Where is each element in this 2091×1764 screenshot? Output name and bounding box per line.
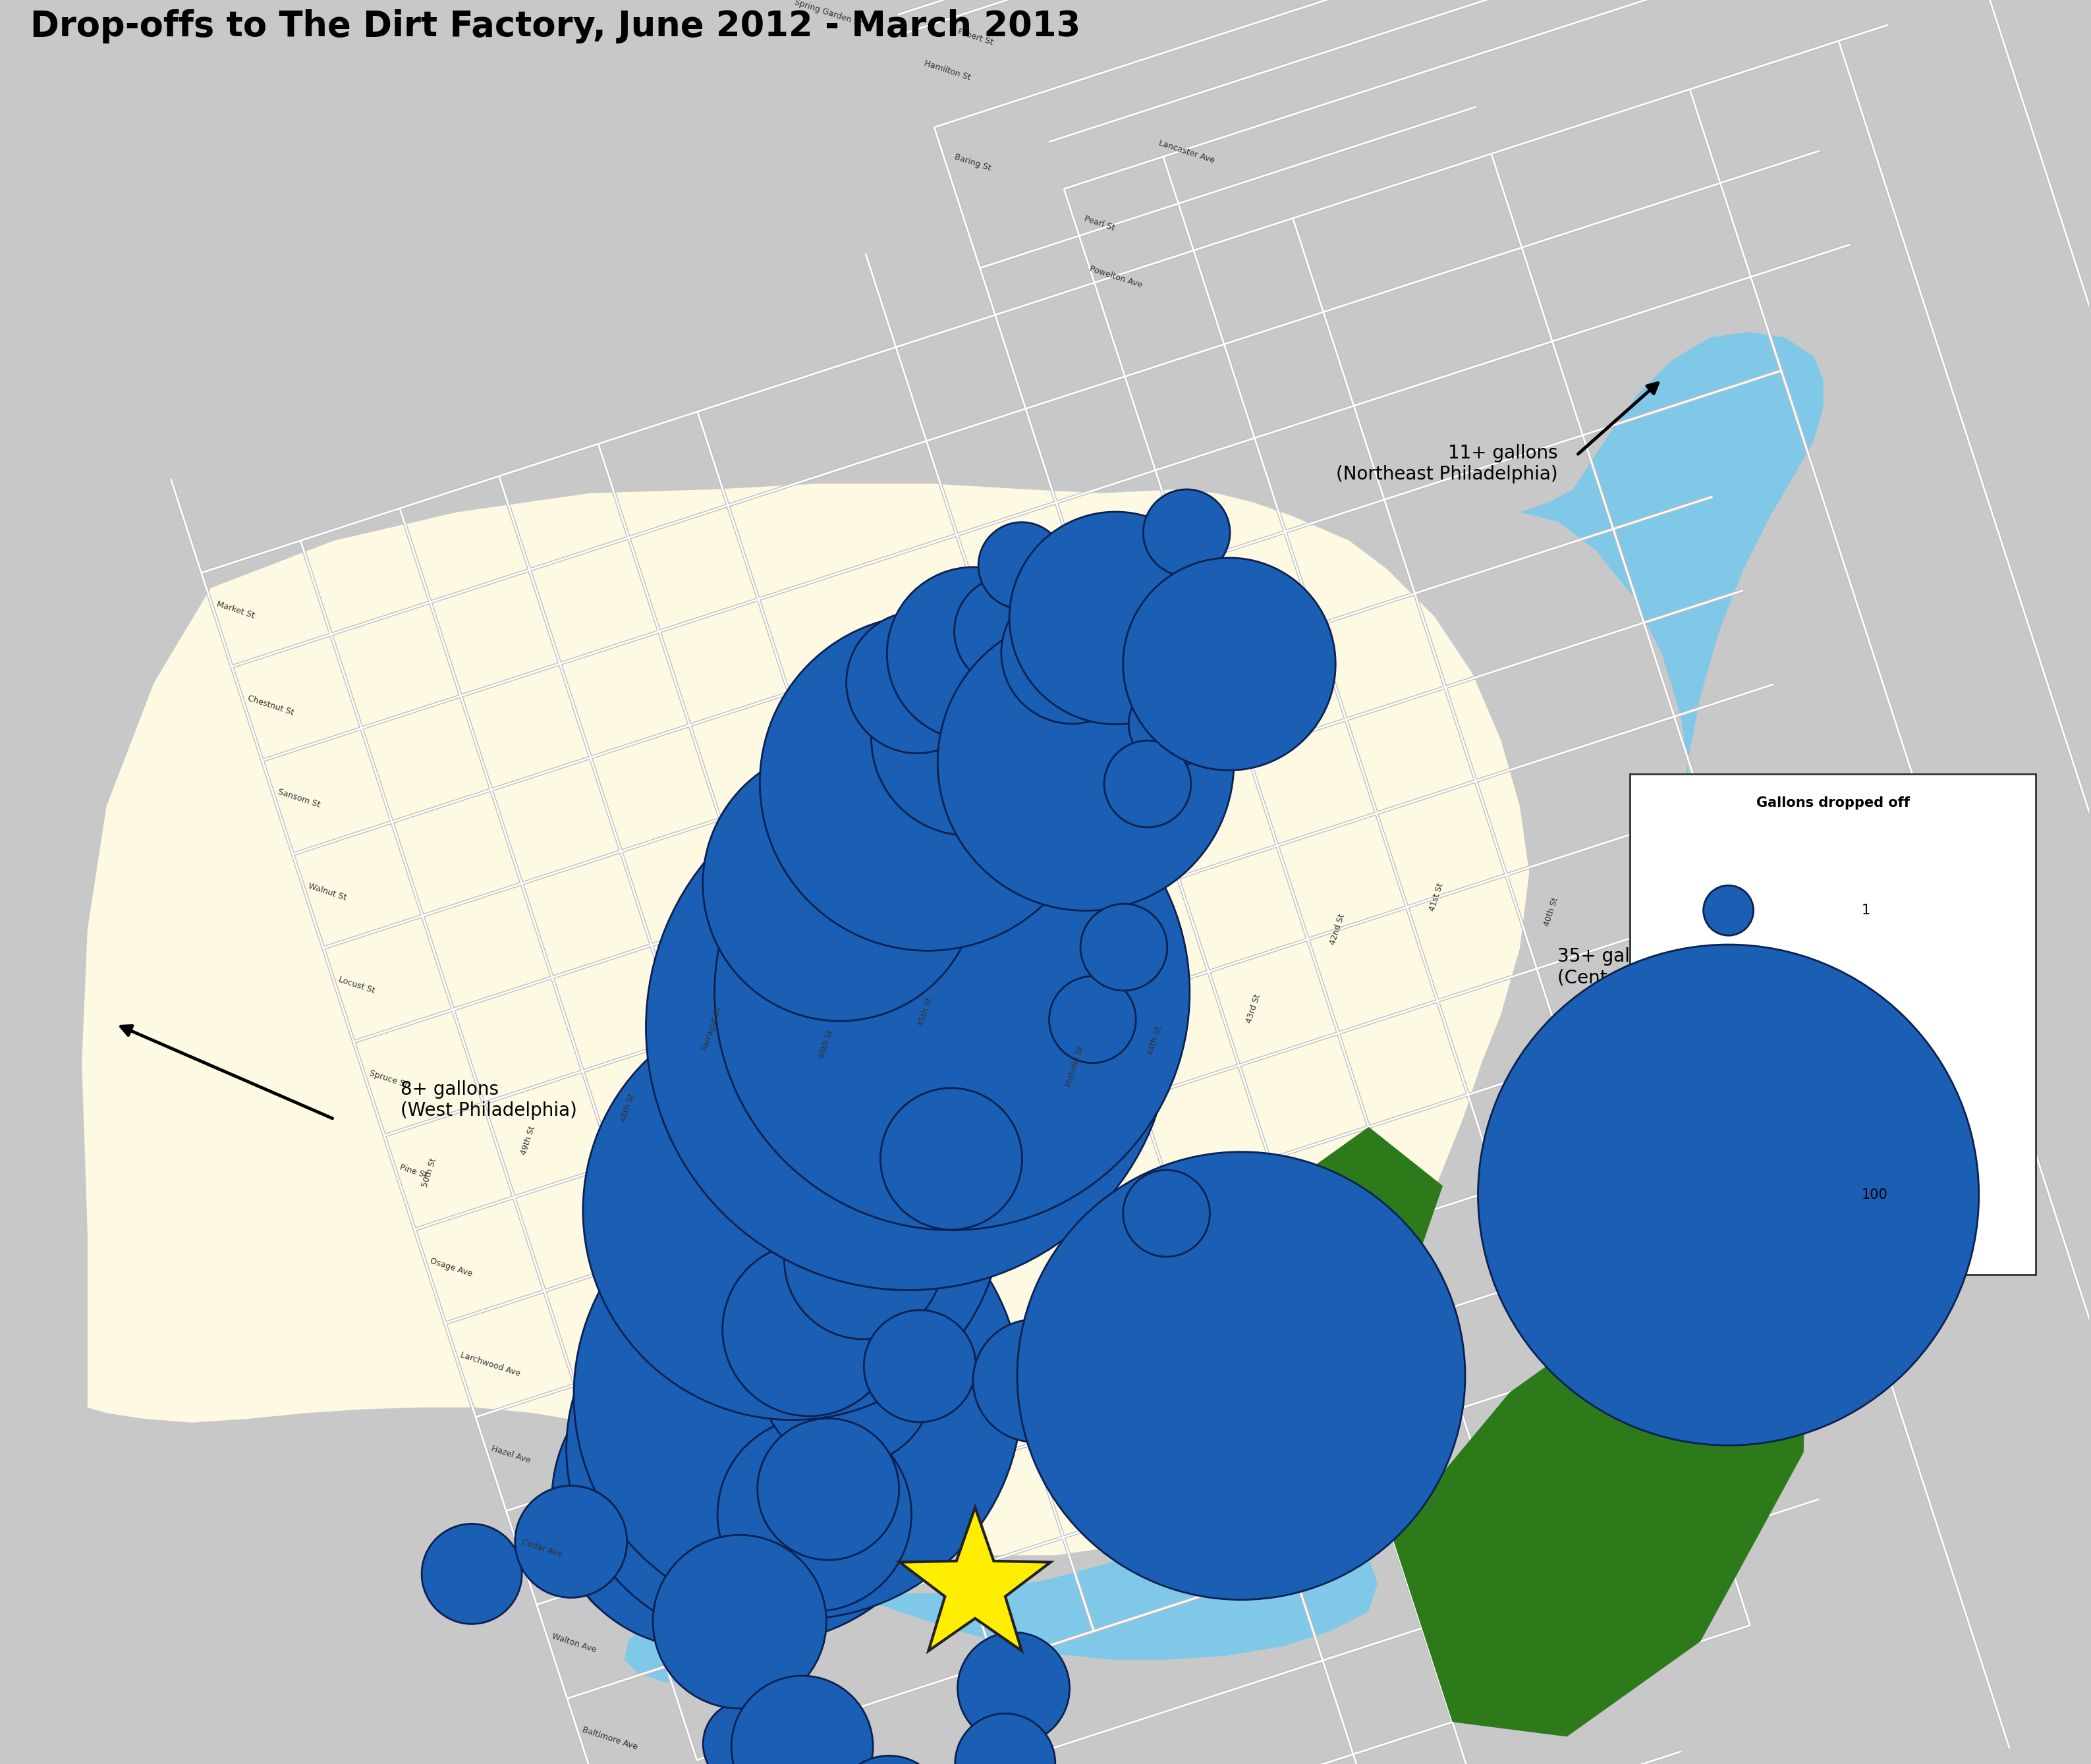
Text: 50th St: 50th St xyxy=(420,1157,437,1189)
Circle shape xyxy=(652,1535,826,1708)
Text: Melville St: Melville St xyxy=(1064,1046,1085,1088)
Circle shape xyxy=(723,1242,895,1416)
Circle shape xyxy=(422,1524,523,1625)
Circle shape xyxy=(1031,1286,1144,1399)
Circle shape xyxy=(732,1676,872,1764)
Circle shape xyxy=(1016,1152,1466,1600)
Text: 49th St: 49th St xyxy=(521,1125,537,1155)
Text: Walton Ave: Walton Ave xyxy=(550,1632,598,1655)
Circle shape xyxy=(872,642,1064,836)
Circle shape xyxy=(953,575,1066,688)
Circle shape xyxy=(717,1418,912,1611)
Text: Farragut St: Farragut St xyxy=(700,1005,723,1053)
Text: Baring St: Baring St xyxy=(953,153,993,173)
Text: Locust St: Locust St xyxy=(337,975,376,995)
Circle shape xyxy=(1010,512,1221,725)
Text: Sansom St: Sansom St xyxy=(276,787,322,810)
Text: Cedar Ave: Cedar Ave xyxy=(521,1538,562,1559)
Text: Larchwood Ave: Larchwood Ave xyxy=(460,1351,521,1378)
Polygon shape xyxy=(82,483,1529,1556)
Text: Pearl St: Pearl St xyxy=(1083,215,1117,233)
Text: Chestnut St: Chestnut St xyxy=(247,693,295,716)
Text: 1: 1 xyxy=(1861,903,1869,917)
Polygon shape xyxy=(1520,332,1823,1480)
Circle shape xyxy=(703,746,976,1021)
Circle shape xyxy=(1129,681,1215,767)
Circle shape xyxy=(573,1171,1022,1619)
Circle shape xyxy=(847,612,987,753)
Circle shape xyxy=(715,755,1190,1230)
Circle shape xyxy=(958,1632,1071,1745)
Text: Spring Garden St: Spring Garden St xyxy=(792,0,864,28)
Circle shape xyxy=(1144,489,1230,577)
Circle shape xyxy=(824,1148,964,1289)
Text: 10: 10 xyxy=(1861,1046,1878,1060)
FancyBboxPatch shape xyxy=(1629,774,2037,1275)
Text: 44th St: 44th St xyxy=(1146,1025,1163,1057)
Circle shape xyxy=(552,1351,849,1648)
Polygon shape xyxy=(1236,1127,1443,1307)
Text: 45th St: 45th St xyxy=(916,997,935,1027)
Text: 11+ gallons
(Northeast Philadelphia): 11+ gallons (Northeast Philadelphia) xyxy=(1336,445,1558,483)
Circle shape xyxy=(1478,944,1978,1445)
Circle shape xyxy=(1704,886,1754,935)
Text: Hazel Ave: Hazel Ave xyxy=(489,1445,531,1464)
Circle shape xyxy=(571,1468,730,1626)
Circle shape xyxy=(703,1700,790,1764)
Text: 39th St: 39th St xyxy=(1771,926,1790,956)
Circle shape xyxy=(759,616,1096,951)
Text: 8+ gallons
(West Philadelphia): 8+ gallons (West Philadelphia) xyxy=(401,1080,577,1120)
Circle shape xyxy=(979,522,1064,609)
Text: Baltimore Ave: Baltimore Ave xyxy=(581,1725,640,1752)
Circle shape xyxy=(1002,582,1144,723)
Circle shape xyxy=(972,1319,1096,1443)
Text: Walnut St: Walnut St xyxy=(307,882,347,901)
Polygon shape xyxy=(899,1508,1050,1651)
Text: Gallons dropped off: Gallons dropped off xyxy=(1756,797,1909,810)
Circle shape xyxy=(757,1418,899,1559)
Circle shape xyxy=(646,766,1171,1289)
Text: Drop-offs to The Dirt Factory, June 2012 - March 2013: Drop-offs to The Dirt Factory, June 2012… xyxy=(31,9,1081,44)
Text: 46th St: 46th St xyxy=(818,1028,834,1060)
Polygon shape xyxy=(625,1469,1378,1685)
Text: Lancaster Ave: Lancaster Ave xyxy=(1156,139,1215,164)
Text: 48th St: 48th St xyxy=(619,1094,636,1124)
Text: 38th St: 38th St xyxy=(1984,908,2003,940)
Circle shape xyxy=(514,1485,627,1598)
Circle shape xyxy=(784,1180,943,1339)
Circle shape xyxy=(832,1755,945,1764)
Polygon shape xyxy=(1391,1217,1807,1738)
Circle shape xyxy=(1123,557,1336,771)
Circle shape xyxy=(567,1256,953,1642)
Text: Market St: Market St xyxy=(215,600,255,621)
Text: 35+ gallons
(Center City & South Philadelphia): 35+ gallons (Center City & South Philade… xyxy=(1558,947,1871,988)
Text: 43rd St: 43rd St xyxy=(1244,993,1263,1025)
Circle shape xyxy=(937,614,1234,910)
Circle shape xyxy=(1104,741,1192,827)
Circle shape xyxy=(991,656,1104,769)
Circle shape xyxy=(583,1000,1002,1420)
Text: 41st St: 41st St xyxy=(1428,882,1445,912)
Circle shape xyxy=(864,1311,976,1422)
Circle shape xyxy=(880,1088,1022,1230)
Text: 100: 100 xyxy=(1861,1189,1888,1201)
Text: 40th St: 40th St xyxy=(1543,896,1560,928)
Circle shape xyxy=(761,1293,935,1466)
Text: 42nd St: 42nd St xyxy=(1328,914,1347,946)
Circle shape xyxy=(1650,974,1807,1132)
Circle shape xyxy=(956,1713,1056,1764)
Text: Powelton Ave: Powelton Ave xyxy=(1089,265,1144,289)
Circle shape xyxy=(887,566,1060,741)
Text: Hamilton St: Hamilton St xyxy=(922,58,972,83)
Circle shape xyxy=(1081,903,1167,991)
Circle shape xyxy=(772,706,995,930)
Text: Filbert St: Filbert St xyxy=(956,28,993,48)
Text: Osage Ave: Osage Ave xyxy=(429,1256,473,1279)
Circle shape xyxy=(1050,975,1135,1064)
Circle shape xyxy=(1123,1170,1211,1256)
Text: Pine St: Pine St xyxy=(399,1162,429,1180)
Text: Spruce St: Spruce St xyxy=(368,1069,408,1090)
